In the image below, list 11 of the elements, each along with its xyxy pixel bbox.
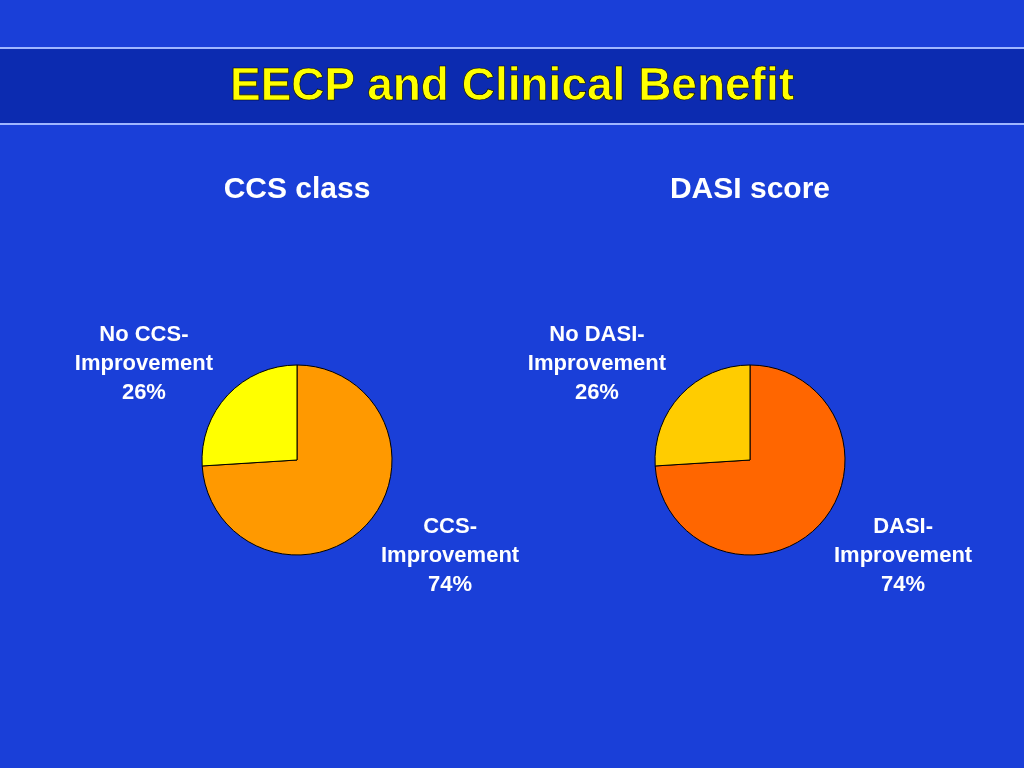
slice-label: CCS-Improvement (381, 512, 520, 567)
text: EECP and Clinical Benefit (229, 58, 795, 111)
chart-title: DASI score (669, 170, 831, 204)
slice-label: DASI-Improvement (834, 512, 973, 567)
data-label: 26% (121, 378, 166, 404)
data-label: 26% (574, 378, 619, 404)
chart-title: CCS class (223, 170, 371, 204)
data-label: 74% (428, 570, 473, 596)
slice-label: No CCS-Improvement (74, 320, 214, 375)
slice-label: No DASI-Improvement (527, 320, 667, 375)
data-label: 74% (881, 570, 926, 596)
